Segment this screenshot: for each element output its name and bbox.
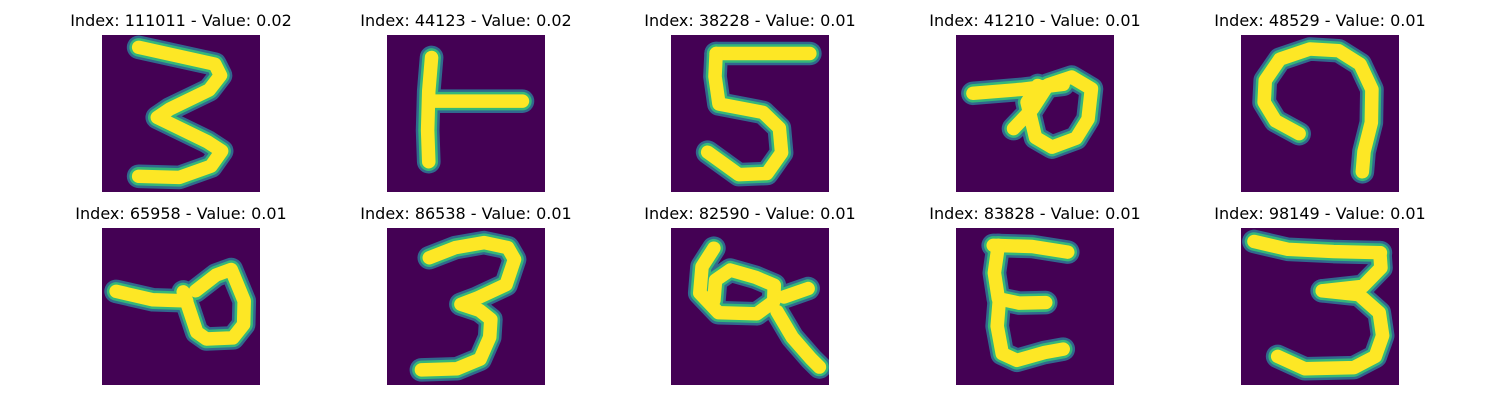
panel-title: Index: 98149 - Value: 0.01 bbox=[1214, 204, 1426, 223]
stroke-core bbox=[1247, 234, 1388, 260]
digit-image-panel bbox=[671, 228, 829, 385]
stroke-core bbox=[131, 40, 229, 185]
digit-image-panel bbox=[956, 35, 1114, 192]
stroke-core bbox=[770, 304, 827, 374]
digit-image-panel bbox=[956, 228, 1114, 385]
digit-image bbox=[387, 228, 545, 385]
digit-image bbox=[671, 35, 829, 192]
digit-image-panel bbox=[1241, 35, 1399, 192]
stroke-core bbox=[176, 262, 251, 346]
digit-image bbox=[1241, 228, 1399, 385]
panel-title: Index: 38228 - Value: 0.01 bbox=[644, 11, 856, 30]
digit-image-panel bbox=[1241, 228, 1399, 385]
stroke-core bbox=[777, 281, 815, 304]
stroke-core bbox=[700, 46, 789, 182]
digit-image bbox=[102, 228, 260, 385]
panel-title: Index: 65958 - Value: 0.01 bbox=[75, 204, 287, 223]
digit-image bbox=[1241, 35, 1399, 192]
panel-title: Index: 111011 - Value: 0.02 bbox=[70, 11, 292, 30]
digit-image bbox=[671, 228, 829, 385]
image-background bbox=[387, 35, 545, 192]
digit-image-panel bbox=[387, 228, 545, 385]
panel-title: Index: 41210 - Value: 0.01 bbox=[929, 11, 1141, 30]
stroke-core bbox=[1270, 284, 1390, 376]
stroke-core bbox=[693, 241, 782, 321]
panel-title: Index: 82590 - Value: 0.01 bbox=[644, 204, 856, 223]
digit-image bbox=[387, 35, 545, 192]
stroke-core bbox=[414, 235, 522, 377]
digit-image-panel bbox=[387, 35, 545, 192]
stroke-core bbox=[1257, 42, 1379, 179]
digit-image-panel bbox=[671, 35, 829, 192]
stroke-core bbox=[420, 50, 439, 169]
digit-image bbox=[102, 35, 260, 192]
stroke-core bbox=[109, 284, 194, 308]
stroke-core bbox=[1006, 70, 1099, 154]
digit-image bbox=[956, 35, 1114, 192]
panel-title: Index: 48529 - Value: 0.01 bbox=[1214, 11, 1426, 30]
panel-title: Index: 44123 - Value: 0.02 bbox=[360, 11, 572, 30]
stroke-core bbox=[986, 238, 1075, 259]
panel-title: Index: 86538 - Value: 0.01 bbox=[360, 204, 572, 223]
stroke-core bbox=[990, 291, 1070, 368]
digit-image-panel bbox=[102, 228, 260, 385]
panel-title: Index: 83828 - Value: 0.01 bbox=[929, 204, 1141, 223]
digit-image-panel bbox=[102, 35, 260, 192]
digit-image bbox=[956, 228, 1114, 385]
